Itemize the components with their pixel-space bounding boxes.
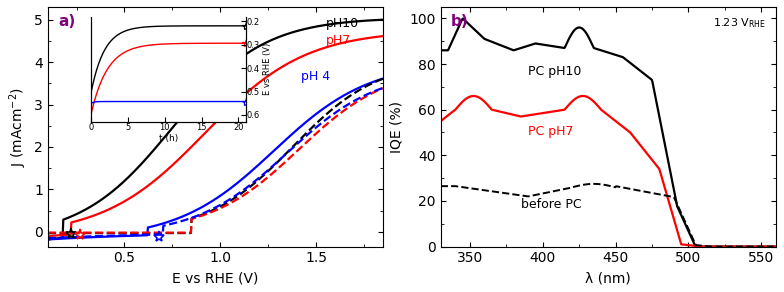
Text: b): b) <box>451 14 469 29</box>
Y-axis label: IQE (%): IQE (%) <box>390 101 404 153</box>
Text: a): a) <box>58 14 75 29</box>
Text: pH7: pH7 <box>325 34 350 47</box>
X-axis label: E vs RHE (V): E vs RHE (V) <box>172 271 259 285</box>
Y-axis label: J (mAcm$^{-2}$): J (mAcm$^{-2}$) <box>7 87 28 167</box>
Text: PC pH10: PC pH10 <box>528 65 582 79</box>
X-axis label: λ (nm): λ (nm) <box>586 271 631 285</box>
Text: PC pH7: PC pH7 <box>528 125 574 138</box>
Text: pH10: pH10 <box>325 18 359 30</box>
Text: before PC: before PC <box>521 198 582 211</box>
Text: pH 4: pH 4 <box>300 70 330 84</box>
Y-axis label: E vs RHE (V): E vs RHE (V) <box>263 43 272 95</box>
Text: 1.23 V$_{\rm RHE}$: 1.23 V$_{\rm RHE}$ <box>713 17 766 30</box>
